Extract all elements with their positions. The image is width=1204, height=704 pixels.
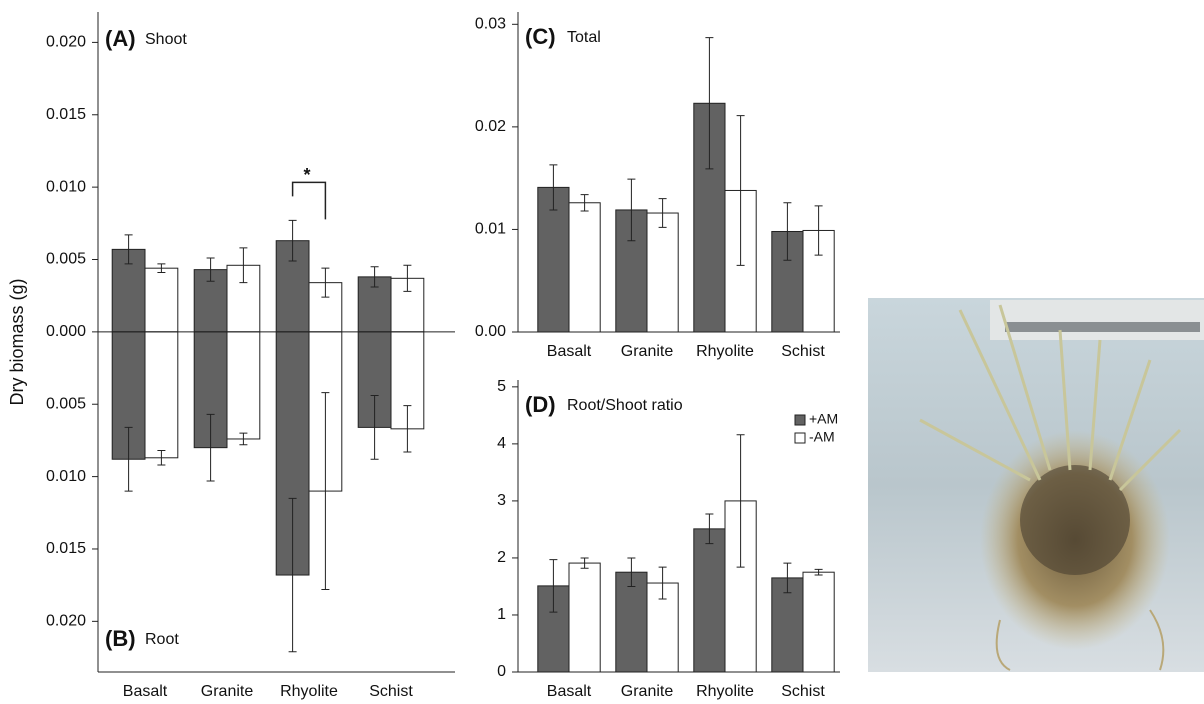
panel-label: (B) <box>105 626 136 651</box>
significance-bracket <box>291 181 327 220</box>
y-tick-label: 0.00 <box>475 323 506 340</box>
error-bar <box>627 178 636 242</box>
y-tick-label: 3 <box>497 492 506 509</box>
error-bar <box>736 115 745 266</box>
y-tick-label: 1 <box>497 606 506 623</box>
y-tick-label: 0.020 <box>46 613 86 630</box>
error-bar <box>549 559 558 613</box>
bar <box>144 267 179 333</box>
y-tick-label: 0.005 <box>46 395 86 412</box>
x-tick-label: Schist <box>781 343 825 360</box>
bar <box>615 571 648 673</box>
error-bar <box>206 257 215 282</box>
error-bar <box>783 202 792 261</box>
y-tick-label: 0.020 <box>46 34 86 51</box>
x-tick-label: Schist <box>369 683 413 700</box>
x-tick-label: Granite <box>621 343 674 360</box>
error-bar <box>627 557 636 587</box>
x-tick-label: Schist <box>781 683 825 700</box>
error-bar <box>403 264 412 292</box>
panel-label: (D) <box>525 392 556 417</box>
y-tick-label: 5 <box>497 378 506 395</box>
error-bar <box>124 426 133 492</box>
y-tick-label: 0 <box>497 663 506 680</box>
x-tick-label: Rhyolite <box>280 683 338 700</box>
error-bar <box>736 434 745 568</box>
error-bar <box>206 413 215 482</box>
y-tick-label: 0.02 <box>475 118 506 135</box>
error-bar <box>658 198 667 228</box>
error-bar <box>288 497 297 653</box>
y-tick-label: 0.005 <box>46 251 86 268</box>
legend-swatch <box>794 432 806 444</box>
bar <box>646 212 679 333</box>
error-bar <box>783 562 792 594</box>
y-tick-label: 0.015 <box>46 106 86 123</box>
error-bar <box>705 513 714 545</box>
panel-label: (A) <box>105 26 136 51</box>
y-tick-label: 0.010 <box>46 468 86 485</box>
bar <box>693 102 726 333</box>
x-tick-label: Basalt <box>547 683 592 700</box>
y-axis-label: Dry biomass (g) <box>7 278 27 405</box>
bar <box>568 562 601 673</box>
error-bar <box>157 450 166 466</box>
x-tick-label: Rhyolite <box>696 683 754 700</box>
legend-label: -AM <box>809 429 835 445</box>
annotation: * <box>303 165 310 185</box>
error-bar <box>239 432 248 446</box>
error-bar <box>814 205 823 256</box>
error-bar <box>580 194 589 212</box>
error-bar <box>403 405 412 453</box>
error-bar <box>658 566 667 600</box>
y-tick-label: 0.03 <box>475 16 506 33</box>
legend-swatch <box>794 414 806 426</box>
x-tick-label: Basalt <box>123 683 168 700</box>
bar <box>802 571 835 673</box>
panel-title: Root <box>145 631 179 648</box>
error-bar <box>370 395 379 460</box>
x-tick-label: Rhyolite <box>696 343 754 360</box>
y-tick-label: 0.015 <box>46 540 86 557</box>
panel-label: (C) <box>525 24 556 49</box>
error-bar <box>321 392 330 590</box>
bar <box>144 331 179 459</box>
photo <box>868 298 1204 672</box>
bar <box>226 331 261 440</box>
error-bar <box>157 263 166 274</box>
x-tick-label: Granite <box>621 683 674 700</box>
y-tick-label: 2 <box>497 549 506 566</box>
error-bar <box>239 247 248 284</box>
panel-title: Total <box>567 29 601 46</box>
error-bar <box>124 234 133 265</box>
bar <box>771 577 804 673</box>
y-tick-label: 4 <box>497 435 506 452</box>
error-bar <box>549 164 558 211</box>
bar <box>693 528 726 673</box>
panel-title: Root/Shoot ratio <box>567 397 683 414</box>
x-tick-label: Basalt <box>547 343 592 360</box>
x-tick-label: Granite <box>201 683 254 700</box>
error-bar <box>321 267 330 298</box>
y-tick-label: 0.010 <box>46 178 86 195</box>
error-bar <box>705 37 714 170</box>
y-tick-label: 0.01 <box>475 221 506 238</box>
error-bar <box>370 266 379 288</box>
bar <box>568 202 601 333</box>
bar <box>537 186 570 333</box>
y-tick-label: 0.000 <box>46 323 86 340</box>
error-bar <box>814 568 823 576</box>
legend-label: +AM <box>809 411 838 427</box>
panel-title: Shoot <box>145 31 187 48</box>
error-bar <box>288 219 297 262</box>
error-bar <box>580 557 589 569</box>
